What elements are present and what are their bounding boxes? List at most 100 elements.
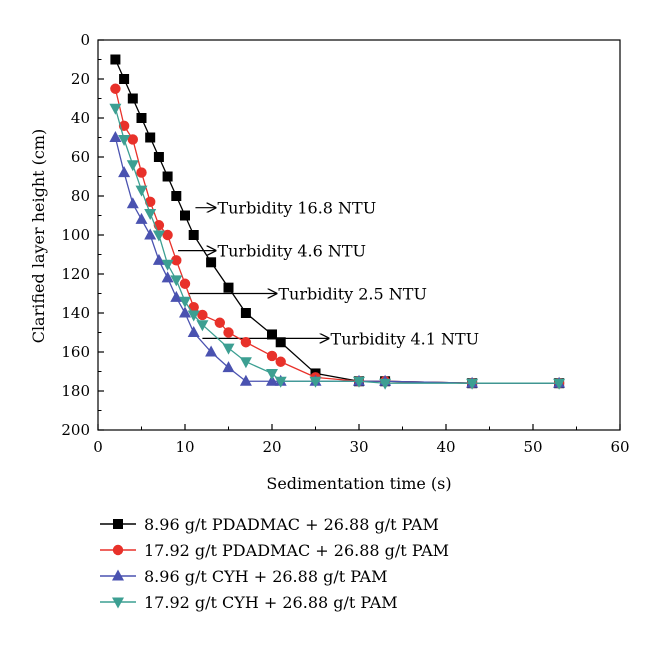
y-tick-label: 20 [71, 70, 90, 88]
data-point [187, 326, 200, 337]
data-point [170, 275, 183, 287]
annotation-label: Turbidity 4.6 NTU [217, 242, 366, 261]
data-point [161, 271, 174, 283]
data-point [267, 329, 277, 340]
data-point [179, 296, 191, 308]
y-tick-label: 180 [61, 382, 90, 400]
data-point [162, 229, 173, 241]
data-point [179, 278, 191, 289]
data-point [266, 350, 278, 362]
x-tick-label: 60 [610, 438, 629, 456]
y-tick-label: 100 [61, 226, 90, 244]
legend-marker [112, 569, 124, 581]
data-point [152, 230, 165, 242]
data-point [466, 378, 479, 390]
y-tick-label: 40 [71, 109, 90, 127]
y-tick-label: 140 [61, 304, 90, 322]
data-point [239, 357, 252, 369]
data-point [110, 54, 121, 65]
data-point [145, 196, 156, 208]
data-point [135, 212, 148, 224]
data-point [118, 134, 131, 146]
data-point [274, 376, 287, 388]
y-tick-label: 160 [61, 343, 90, 361]
data-point [152, 253, 165, 265]
data-point [222, 343, 235, 355]
data-point [240, 337, 252, 348]
data-point [127, 134, 138, 145]
legend-label: 8.96 g/t PDADMAC + 26.88 g/t PAM [144, 515, 439, 534]
data-point [188, 230, 199, 240]
x-tick-label: 10 [175, 438, 194, 456]
data-point [136, 113, 147, 123]
data-point [162, 171, 173, 182]
y-tick-label: 80 [71, 187, 90, 205]
data-point [196, 320, 209, 332]
data-point [240, 308, 251, 318]
x-tick-label: 20 [262, 438, 281, 456]
data-point [223, 327, 234, 338]
data-point [136, 167, 147, 178]
x-axis-title: Sedimentation time (s) [266, 474, 451, 493]
legend-marker [113, 519, 123, 529]
data-point [126, 160, 139, 172]
data-point [222, 361, 235, 373]
data-point [205, 345, 218, 357]
data-point [127, 93, 138, 104]
legend-label: 17.92 g/t PDADMAC + 26.88 g/t PAM [144, 541, 449, 560]
legend-item: 8.96 g/t PDADMAC + 26.88 g/t PAM [100, 515, 439, 534]
data-point [180, 210, 190, 221]
y-tick-label: 120 [61, 265, 90, 283]
y-axis-title: Clarified layer height (cm) [29, 129, 48, 344]
annotation-label: Turbidity 16.8 NTU [217, 199, 376, 218]
data-point [223, 282, 234, 293]
data-point [266, 368, 278, 380]
data-point [171, 255, 182, 266]
data-point [379, 378, 392, 390]
data-point [161, 259, 174, 271]
data-point [171, 191, 182, 201]
series-line [114, 108, 560, 384]
data-point [145, 132, 156, 143]
plot-frame [97, 39, 621, 431]
data-point [119, 74, 130, 84]
legend-marker [112, 597, 124, 609]
data-point [214, 317, 225, 328]
y-tick-label: 60 [71, 148, 90, 166]
data-point [110, 83, 121, 94]
legend-label: 17.92 g/t CYH + 26.88 g/t PAM [144, 593, 398, 612]
annotation-label: Turbidity 4.1 NTU [331, 329, 480, 348]
data-point [206, 257, 217, 268]
data-point [153, 152, 164, 162]
legend-marker [112, 544, 124, 556]
x-tick-label: 40 [436, 438, 455, 456]
data-point [187, 310, 200, 322]
x-tick-label: 30 [349, 438, 368, 456]
legend-label: 8.96 g/t CYH + 26.88 g/t PAM [144, 567, 387, 586]
data-point [553, 378, 566, 390]
data-point [309, 376, 322, 388]
data-point [266, 374, 278, 386]
y-tick-label: 200 [61, 421, 90, 439]
data-point [275, 337, 286, 348]
data-point [275, 356, 286, 367]
legend: 8.96 g/t PDADMAC + 26.88 g/t PAM 17.92 g/… [100, 515, 449, 612]
series-4 [109, 103, 566, 390]
data-point [135, 185, 148, 197]
data-point [144, 209, 157, 221]
legend-item: 17.92 g/t CYH + 26.88 g/t PAM [100, 593, 398, 612]
legend-item: 17.92 g/t PDADMAC + 26.88 g/t PAM [100, 541, 449, 560]
data-point [109, 103, 122, 115]
y-tick-label: 0 [80, 31, 90, 49]
data-point [126, 197, 139, 209]
x-tick-label: 0 [93, 438, 103, 456]
legend-item: 8.96 g/t CYH + 26.88 g/t PAM [100, 567, 387, 586]
data-point [179, 306, 191, 318]
data-point [170, 290, 183, 302]
data-point [144, 228, 157, 240]
data-point [197, 309, 208, 321]
data-point [109, 131, 122, 142]
data-point [118, 166, 131, 178]
data-point [353, 376, 365, 388]
